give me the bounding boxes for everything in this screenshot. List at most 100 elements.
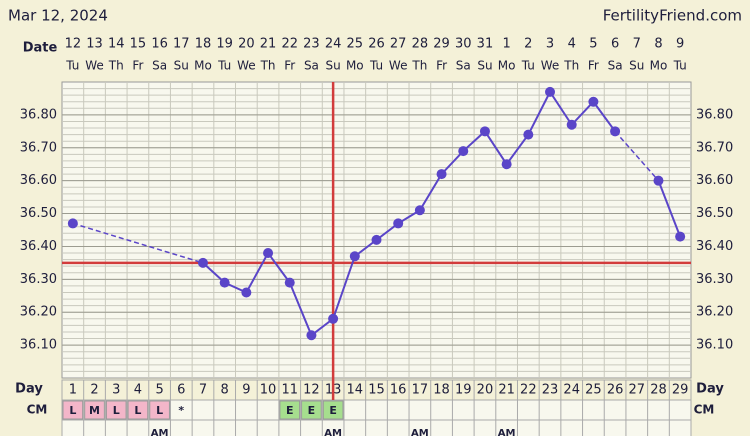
date-label: 18 — [195, 37, 212, 52]
weekday-label: Tu — [369, 59, 383, 73]
date-label: 20 — [238, 37, 255, 52]
day-label: 4 — [134, 383, 142, 398]
temp-point — [653, 175, 664, 186]
day-label: 21 — [498, 383, 515, 398]
cm-cell — [84, 400, 105, 420]
y-tick-label: 36.20 — [696, 305, 733, 320]
y-tick-label: 36.70 — [696, 140, 733, 155]
y-tick-label: 36.40 — [696, 239, 733, 254]
y-tick-label: 36.20 — [20, 305, 57, 320]
temp-point — [501, 159, 512, 170]
temp-point — [219, 277, 230, 288]
weekday-label: Su — [326, 59, 341, 73]
day-label: 2 — [90, 383, 98, 398]
weekday-label: Mo — [498, 59, 516, 73]
date-label: 22 — [281, 37, 298, 52]
temp-point — [328, 313, 339, 324]
weekday-label: Mo — [650, 59, 668, 73]
date-label: 1 — [502, 37, 510, 52]
plot-area — [61, 81, 692, 379]
y-tick-label: 36.10 — [696, 338, 733, 353]
temp-line — [657, 180, 682, 237]
day-label: 27 — [629, 383, 646, 398]
temp-point — [523, 129, 534, 140]
weekday-label: Tu — [217, 59, 231, 73]
date-label: 14 — [108, 37, 125, 52]
cm-label: L — [156, 404, 163, 417]
time-label: AM — [324, 428, 342, 436]
weekday-label: Th — [563, 59, 579, 73]
cm-label: L — [113, 404, 120, 417]
weekday-label: We — [541, 59, 560, 73]
cm-cell — [301, 400, 322, 420]
weekday-label: Tu — [65, 59, 79, 73]
cm-cell — [322, 400, 344, 420]
date-label: 31 — [477, 37, 494, 52]
date-label: 4 — [568, 37, 576, 52]
cm-cell — [127, 400, 149, 420]
day-label: 3 — [112, 383, 120, 398]
day-label: 5 — [155, 383, 163, 398]
y-tick-label: 36.40 — [20, 239, 57, 254]
weekday-label: Su — [629, 59, 644, 73]
day-label: 26 — [607, 383, 624, 398]
weekday-label: Sa — [304, 59, 319, 73]
weekday-label: Su — [174, 59, 189, 73]
date-label: 15 — [130, 37, 147, 52]
weekday-label: Th — [260, 59, 276, 73]
weekday-label: Sa — [456, 59, 471, 73]
day-label: 6 — [177, 383, 185, 398]
y-tick-label: 36.60 — [696, 173, 733, 188]
cm-label: * — [178, 404, 184, 417]
temp-point — [393, 218, 404, 229]
day-label: 18 — [433, 383, 450, 398]
weekday-label: Tu — [673, 59, 687, 73]
weekday-label: Sa — [152, 59, 167, 73]
day-label: 17 — [412, 383, 429, 398]
date-label: 2 — [524, 37, 532, 52]
day-label: 25 — [585, 383, 602, 398]
temp-point — [241, 287, 252, 298]
temp-point — [610, 126, 621, 137]
date-label: 26 — [368, 37, 385, 52]
row-label: Day — [696, 382, 724, 397]
date-label: 24 — [325, 37, 342, 52]
cm-label: L — [69, 404, 76, 417]
day-label: 16 — [390, 383, 407, 398]
day-label: 22 — [520, 383, 537, 398]
day-label: 29 — [672, 383, 689, 398]
date-label: 25 — [347, 37, 364, 52]
chart-date: Mar 12, 2024 — [8, 7, 108, 25]
date-label: 5 — [589, 37, 597, 52]
weekday-label: Tu — [521, 59, 535, 73]
y-tick-label: 36.10 — [20, 338, 57, 353]
temp-point — [284, 277, 295, 288]
row-label: Day — [15, 382, 43, 397]
date-label: 13 — [86, 37, 103, 52]
weekday-label: Sa — [608, 59, 623, 73]
date-label: 17 — [173, 37, 190, 52]
day-label: 9 — [242, 383, 250, 398]
date-label: 6 — [611, 37, 619, 52]
temp-point — [545, 86, 556, 97]
temp-point — [263, 248, 274, 259]
time-label: AM — [411, 428, 429, 436]
gap-connector — [614, 130, 660, 182]
date-label: 12 — [65, 37, 82, 52]
day-label: 7 — [199, 383, 207, 398]
day-label: 12 — [303, 383, 320, 398]
row-label: CM — [27, 403, 48, 417]
y-tick-label: 36.50 — [696, 206, 733, 221]
gap-connector — [72, 222, 204, 264]
day-label: 20 — [477, 383, 494, 398]
temp-line — [202, 89, 616, 337]
temp-point — [306, 330, 317, 341]
y-tick-label: 36.50 — [20, 206, 57, 221]
temp-point — [67, 218, 78, 229]
day-label: 19 — [455, 383, 472, 398]
time-label: AM — [151, 428, 169, 436]
day-label: 24 — [563, 383, 580, 398]
y-tick-label: 36.80 — [696, 107, 733, 122]
